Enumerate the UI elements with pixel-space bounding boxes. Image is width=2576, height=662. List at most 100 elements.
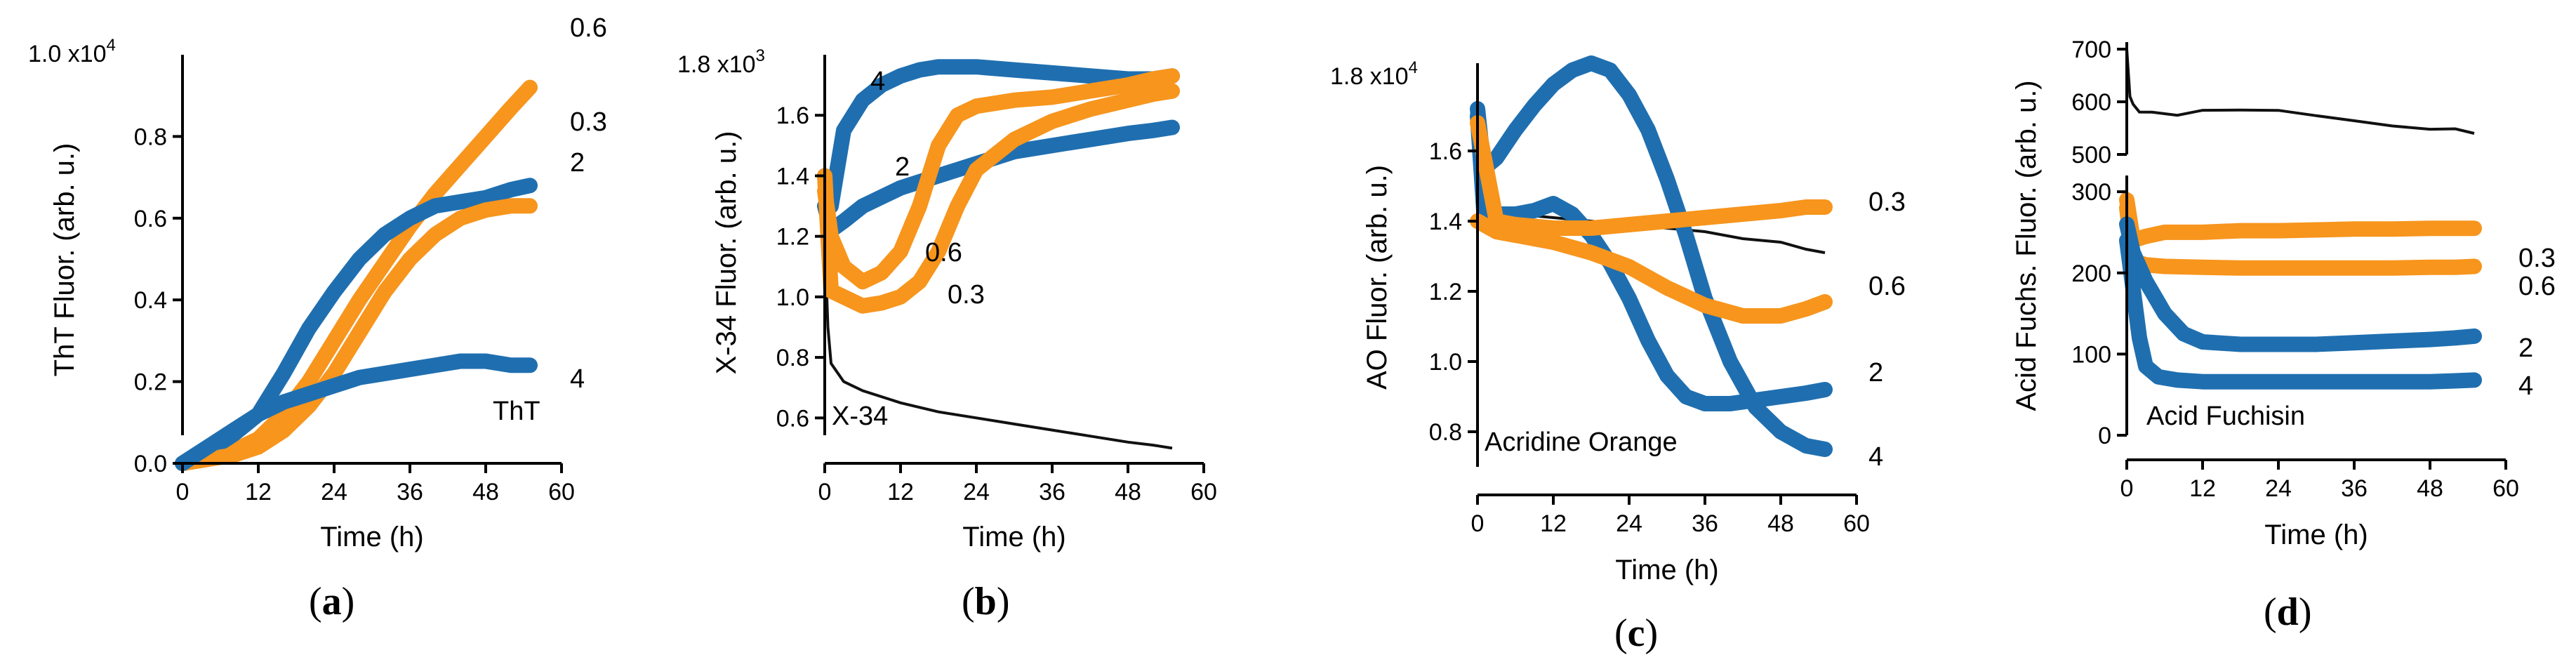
- panel-a-annotation: ThT: [493, 397, 540, 426]
- panel-c-series-label-4: 4: [1868, 442, 1883, 472]
- panel-b-annotation: X-34: [832, 402, 888, 431]
- panel-c-series-2: [1470, 108, 1833, 411]
- panel-d-series-4: [2119, 232, 2482, 390]
- panel-c-y-tick-label: 0.8: [1429, 419, 1462, 446]
- panel-d-series-label-4: 4: [2518, 371, 2533, 401]
- panel-d-series-0.3: [2119, 192, 2482, 249]
- panel-a-ymax-label: 1.0 x104: [28, 36, 116, 67]
- panel-b-series-black: [823, 236, 1173, 450]
- panel-c-x-tick-label: 60: [1843, 510, 1870, 537]
- panel-a-y-tick-label: 0.2: [134, 369, 167, 396]
- panel-a-y-tick-label: 0.6: [134, 206, 167, 232]
- panel-c-series: [1470, 55, 1833, 457]
- panel-d-y-tick-label: 300: [2071, 179, 2111, 206]
- panel-c-y-tick-label: 1.6: [1429, 138, 1462, 165]
- panel-a-label: (a): [309, 580, 354, 623]
- panel-c-series-label-2: 2: [1868, 358, 1883, 388]
- panel-c-y-tick-label: 1.0: [1429, 349, 1462, 376]
- panel-b-series: [817, 59, 1180, 450]
- panel-b-y-tick-label: 0.6: [776, 405, 809, 432]
- panel-b-series-label-0.6: 0.6: [925, 238, 962, 267]
- panel-b-ymax-label: 1.8 x103: [677, 46, 765, 78]
- panel-d-y-tick-label-upper: 500: [2071, 142, 2111, 168]
- panel-d-x-tick-label: 36: [2341, 475, 2368, 502]
- panel-b-y-tick-label: 1.6: [776, 102, 809, 129]
- panel-d-x-tick-label: 60: [2492, 475, 2519, 502]
- panel-a-x-tick-label: 60: [548, 479, 575, 505]
- panel-a-x-tick-label: 48: [472, 479, 499, 505]
- panel-a-series-label-4: 4: [570, 364, 585, 394]
- panel-b-series-label-4: 4: [870, 67, 885, 96]
- panel-a: 0 12 24 36 48 60 0.00.20.40.60.8 1.0 x104 ThT…: [28, 13, 607, 623]
- panel-b-series-label-0.3: 0.3: [948, 280, 985, 310]
- panel-d-annotation: Acid Fuchisin: [2146, 402, 2305, 431]
- panel-b-label: (b): [962, 580, 1009, 623]
- panel-b-y-tick-label: 1.4: [776, 163, 809, 190]
- panel-d-x-tick-label: 48: [2417, 475, 2443, 502]
- panel-d-y-tick-label-upper: 600: [2071, 89, 2111, 116]
- panel-c: 0 12 24 36 48 60 0.81.01.21.41.6 1.8 x104 AO …: [1330, 55, 1906, 655]
- panel-c-series-0.3: [1470, 115, 1833, 236]
- panel-a-series-label-0.6: 0.6: [570, 13, 607, 43]
- panel-b-series-0.3: [817, 83, 1180, 314]
- panel-c-y-ticks: 0.8 1.0 1.2 1.4 1.6: [1429, 138, 1478, 446]
- panel-b-series-2: [817, 119, 1180, 238]
- panel-a-series-label-2: 2: [570, 148, 585, 178]
- panel-b-x-tick-label: 0: [818, 479, 832, 505]
- panel-a-x-label: Time (h): [320, 522, 423, 552]
- panel-d-y-tick-label: 200: [2071, 260, 2111, 287]
- panel-c-annotation: Acridine Orange: [1485, 428, 1678, 457]
- panel-b-x-tick-label: 24: [963, 479, 990, 505]
- panel-c-x-tick-label: 48: [1767, 510, 1794, 537]
- panel-c-series-label-0.6: 0.6: [1868, 272, 1906, 301]
- panel-c-x-tick-label: 24: [1616, 510, 1642, 537]
- panel-c-x-tick-label: 0: [1471, 510, 1485, 537]
- panel-a-series-2: [175, 198, 538, 471]
- panel-a-series: [175, 79, 538, 471]
- panel-a-y-tick-label: 0.4: [134, 287, 167, 314]
- panel-d-y-tick-label: 100: [2071, 341, 2111, 368]
- panel-c-ymax-label: 1.8 x104: [1330, 58, 1418, 90]
- panel-d-x-tick-label: 0: [2120, 475, 2134, 502]
- panel-c-x-tick-label: 36: [1692, 510, 1718, 537]
- panel-b-x-ticks: 0 12 24 36 48 60: [818, 463, 1217, 505]
- panel-b-y-tick-label: 0.8: [776, 345, 809, 371]
- panel-a-y-tick-label: 0.0: [134, 451, 167, 477]
- panel-d-y-tick-label: 0: [2098, 423, 2111, 449]
- panel-c-label: (c): [1614, 611, 1658, 655]
- panel-d-y-ticks-lower: 0 100 200 300: [2071, 179, 2127, 449]
- panel-b-x-label: Time (h): [962, 522, 1065, 552]
- panel-b-x-tick-label: 60: [1190, 479, 1217, 505]
- panel-c-x-label: Time (h): [1615, 555, 1718, 585]
- panel-d-y-tick-label-upper: 700: [2071, 37, 2111, 63]
- panel-d-y-ticks-upper: 500 600 700: [2071, 37, 2127, 168]
- panel-b: 0 12 24 36 48 60 0.60.81.01.21.41.6 1.8 x103 …: [677, 46, 1217, 623]
- panel-d-series-2: [2119, 216, 2482, 352]
- panel-a-series-label-0.3: 0.3: [570, 107, 607, 137]
- panel-d-x-tick-label: 24: [2265, 475, 2292, 502]
- panel-a-series-4: [175, 353, 538, 471]
- panel-d-series-label-2: 2: [2518, 333, 2533, 363]
- panel-b-x-tick-label: 12: [887, 479, 914, 505]
- panel-d-series-label-0.3: 0.3: [2518, 244, 2556, 273]
- panel-c-series-label-0.3: 0.3: [1868, 187, 1906, 217]
- panel-b-series-0.6: [817, 68, 1180, 290]
- panel-d-y-label: Acid Fuchs. Fluor. (arb. u.): [2011, 80, 2042, 411]
- panel-c-y-tick-label: 1.4: [1429, 208, 1462, 235]
- panel-a-x-tick-label: 0: [176, 479, 190, 505]
- panel-a-y-label: ThT Fluor. (arb. u.): [49, 143, 80, 377]
- panel-a-x-tick-label: 12: [245, 479, 272, 505]
- panel-c-x-tick-label: 12: [1540, 510, 1567, 537]
- panel-d-series-label-0.6: 0.6: [2518, 272, 2556, 301]
- panel-d-x-label: Time (h): [2264, 519, 2368, 550]
- panel-a-y-tick-label: 0.8: [134, 124, 167, 150]
- panel-d-x-ticks: 0 12 24 36 48 60: [2120, 460, 2519, 502]
- panel-a-y-ticks: 0.0 0.2 0.4 0.6 0.8: [134, 124, 182, 477]
- panel-c-y-label: AO Fluor. (arb. u.): [1362, 165, 1393, 390]
- panel-d-series: [2119, 192, 2482, 390]
- panel-a-x-tick-label: 36: [397, 479, 423, 505]
- panel-b-series-4: [817, 59, 1180, 214]
- panel-b-x-tick-label: 48: [1115, 479, 1141, 505]
- panel-c-y-tick-label: 1.2: [1429, 279, 1462, 305]
